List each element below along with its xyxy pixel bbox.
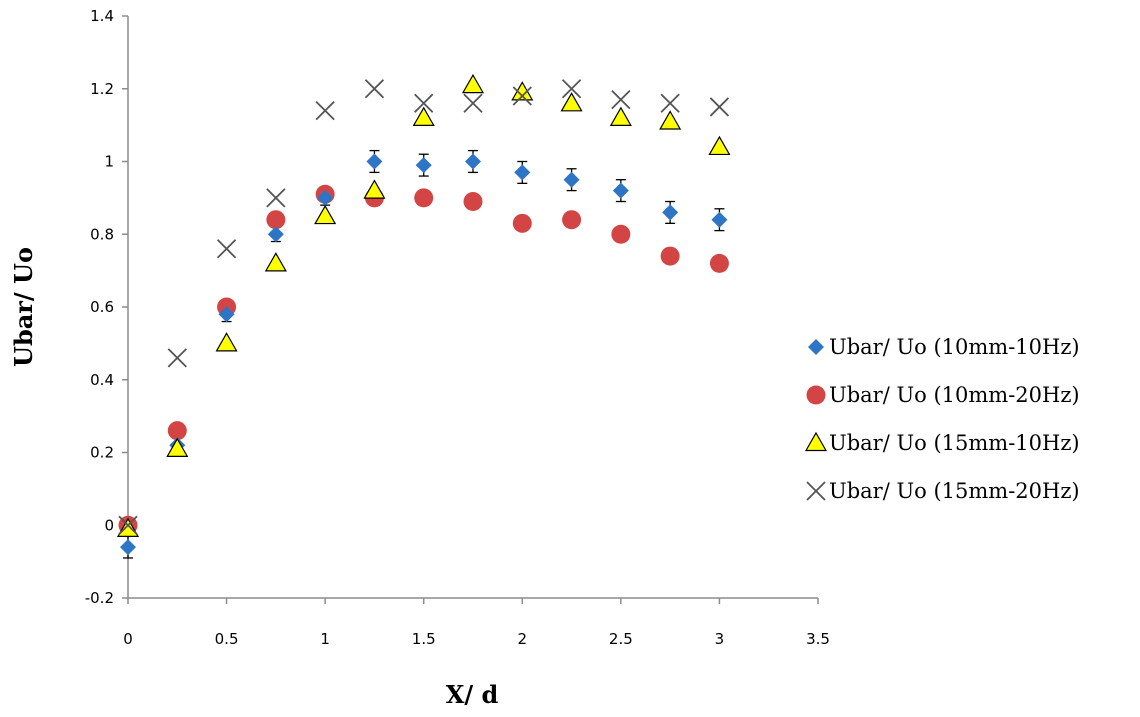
diamond-point xyxy=(662,204,679,221)
triangle-point xyxy=(264,252,287,272)
x-point xyxy=(216,239,237,259)
y-tick-label: 0.8 xyxy=(90,225,114,243)
x-axis-title: X/ d xyxy=(446,680,499,709)
triangle-point xyxy=(659,110,682,130)
x-marker-stroke xyxy=(167,348,187,368)
x-tick-label: 3 xyxy=(715,630,725,648)
diamond-point xyxy=(366,153,383,170)
legend-marker xyxy=(806,481,826,501)
x-point xyxy=(561,79,582,99)
x-marker-stroke xyxy=(611,90,631,110)
y-tick-label: 1.2 xyxy=(90,80,114,98)
triangle-point xyxy=(560,92,583,112)
triangle-point xyxy=(116,517,140,537)
y-tick-label: 1.4 xyxy=(90,7,114,25)
circle-point xyxy=(414,188,434,208)
legend-marker xyxy=(806,385,826,405)
x-marker-stroke xyxy=(660,93,680,113)
x-tick-label: 0.5 xyxy=(215,630,239,648)
y-tick-label: 0.4 xyxy=(90,371,114,389)
x-point xyxy=(364,79,385,99)
diamond-point xyxy=(267,226,284,243)
x-point xyxy=(118,515,138,535)
x-marker-stroke xyxy=(512,86,532,106)
diamond-point xyxy=(415,157,432,174)
diamond-point xyxy=(711,211,728,228)
y-tick-label: 0 xyxy=(104,516,114,534)
x-point xyxy=(167,348,187,368)
diamond-point xyxy=(612,182,629,199)
circle-point xyxy=(562,210,582,230)
circle-point xyxy=(512,213,532,233)
triangle-point xyxy=(609,106,632,126)
x-point xyxy=(266,188,286,208)
y-tick-label: 0.2 xyxy=(90,444,114,462)
x-point xyxy=(414,93,434,113)
x-tick-label: 1.5 xyxy=(412,630,436,648)
x-tick-label: 2 xyxy=(518,630,528,648)
diamond-point xyxy=(465,153,481,170)
circle-point xyxy=(660,246,680,266)
y-axis-title: Ubar/ Uo xyxy=(9,247,38,367)
diamond-point xyxy=(514,164,531,181)
error-bars xyxy=(123,149,725,559)
x-marker-stroke xyxy=(806,481,826,501)
y-ticks: -0.2 0 0.2 0.4 0.6 0.8 1 1.2 1.4 xyxy=(85,7,128,607)
x-marker-stroke xyxy=(561,79,582,99)
y-tick-label: 1 xyxy=(104,153,114,171)
legend-marker xyxy=(808,339,824,355)
x-marker-stroke xyxy=(463,93,483,113)
x-marker-stroke xyxy=(266,188,286,208)
x-tick-label: 2.5 xyxy=(609,630,633,648)
circle-point xyxy=(463,192,483,212)
x-tick-label: 1 xyxy=(320,630,330,648)
x-point xyxy=(660,93,680,113)
triangle-point xyxy=(314,204,337,225)
circle-point xyxy=(266,210,286,230)
data-points xyxy=(116,73,731,556)
legend-label: Ubar/ Uo (10mm-20Hz) xyxy=(829,383,1080,407)
x-point xyxy=(709,97,730,117)
y-tick-label: -0.2 xyxy=(85,589,114,607)
diamond-point xyxy=(218,306,235,323)
y-tick-label: 0.6 xyxy=(90,298,114,316)
x-tick-label: 0 xyxy=(123,630,133,648)
diamond-point xyxy=(563,171,580,188)
circle-point xyxy=(167,421,187,441)
legend-marker xyxy=(804,431,828,452)
x-marker-stroke xyxy=(216,239,237,259)
x-point xyxy=(315,100,335,121)
x-marker-stroke xyxy=(118,515,138,535)
legend: Ubar/ Uo (10mm-10Hz) Ubar/ Uo (10mm-20Hz)… xyxy=(804,335,1080,503)
triangle-point xyxy=(461,73,485,94)
x-marker-stroke xyxy=(364,79,385,99)
legend-label: Ubar/ Uo (15mm-10Hz) xyxy=(829,431,1080,455)
x-tick-label: 3.5 xyxy=(806,630,830,648)
triangle-point xyxy=(412,106,435,126)
x-point xyxy=(611,90,631,110)
circle-point xyxy=(709,253,729,273)
triangle-point xyxy=(215,332,238,352)
legend-label: Ubar/ Uo (10mm-10Hz) xyxy=(829,335,1080,359)
x-ticks: 0 0.5 1 1.5 2 2.5 3 3.5 xyxy=(123,598,830,648)
legend-label: Ubar/ Uo (15mm-20Hz) xyxy=(829,479,1080,503)
x-point xyxy=(512,86,532,106)
x-marker-stroke xyxy=(315,100,335,121)
x-marker-stroke xyxy=(414,93,434,113)
circle-point xyxy=(611,224,631,244)
triangle-point xyxy=(708,135,731,156)
x-marker-stroke xyxy=(709,97,730,117)
triangle-point xyxy=(166,437,189,457)
x-point xyxy=(463,93,483,113)
diamond-point xyxy=(120,539,136,556)
triangle-point xyxy=(363,179,386,199)
diamond-point xyxy=(317,189,334,206)
